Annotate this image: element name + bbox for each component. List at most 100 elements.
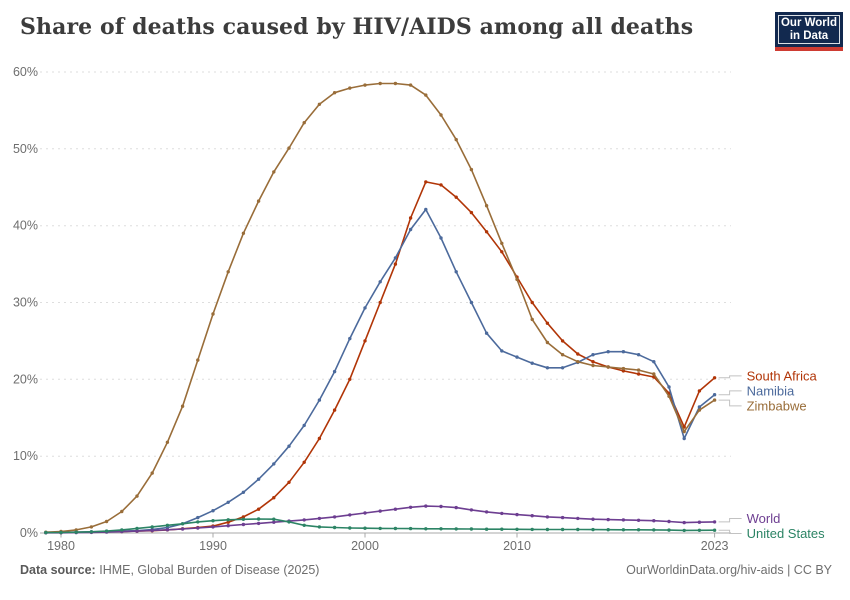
series-united-states[interactable] [44, 517, 717, 535]
data-point [165, 523, 170, 527]
data-point [469, 508, 474, 512]
data-point [256, 521, 261, 526]
data-point [545, 340, 550, 345]
data-point [393, 526, 398, 531]
data-point [332, 515, 337, 519]
data-point [712, 528, 717, 532]
data-point [256, 477, 261, 481]
data-point [196, 526, 200, 530]
x-tick-label-2023: 2023 [701, 539, 729, 553]
data-point [363, 339, 367, 343]
data-point [241, 522, 246, 527]
data-point [317, 525, 322, 529]
data-point [469, 167, 474, 172]
data-point [545, 321, 550, 325]
data-point [667, 528, 671, 532]
data-point [226, 524, 230, 528]
data-point [667, 519, 671, 524]
data-point [180, 404, 185, 408]
data-point [545, 527, 550, 532]
data-point [560, 515, 565, 520]
data-point [256, 507, 261, 511]
data-point [576, 516, 580, 521]
data-point [165, 440, 170, 444]
legend-label-zimbabwe[interactable]: Zimbabwe [747, 398, 807, 413]
data-point [606, 517, 610, 522]
data-point [180, 527, 185, 531]
series-zimbabwe[interactable] [44, 81, 717, 534]
data-point [332, 525, 337, 530]
credit-link[interactable]: OurWorldinData.org/hiv-aids | CC BY [626, 563, 832, 577]
data-point [636, 368, 641, 372]
y-tick-label-30: 30% [13, 296, 38, 310]
x-tick-label-1980: 1980 [47, 539, 75, 553]
data-point [363, 306, 367, 310]
data-point [515, 277, 519, 282]
data-point [576, 352, 580, 356]
data-point [89, 525, 94, 529]
data-point [287, 444, 291, 448]
data-point [636, 518, 641, 522]
data-point [484, 230, 489, 234]
data-point [135, 494, 139, 498]
data-point [424, 180, 428, 184]
data-point [712, 520, 717, 524]
data-point [682, 528, 686, 533]
legend-label-namibia[interactable]: Namibia [747, 383, 795, 398]
data-point [545, 515, 550, 519]
data-point [439, 504, 443, 509]
data-point [560, 339, 565, 343]
data-point [500, 241, 504, 245]
data-point [287, 480, 291, 484]
data-point [530, 300, 534, 305]
data-point [530, 317, 534, 322]
data-point [515, 512, 519, 517]
data-point [408, 216, 413, 220]
data-point [211, 519, 215, 523]
data-point [469, 210, 474, 215]
data-point [348, 336, 352, 341]
data-point [196, 520, 200, 524]
data-point [576, 527, 580, 532]
series-south-africa[interactable] [44, 180, 717, 535]
data-point [135, 526, 139, 531]
data-point [636, 528, 641, 532]
data-point [272, 517, 276, 521]
data-point [439, 113, 443, 117]
data-point [120, 509, 124, 514]
data-point [272, 496, 276, 500]
data-point [378, 509, 382, 513]
data-point [454, 137, 458, 142]
data-point [317, 516, 322, 521]
data-point [652, 528, 656, 532]
data-point [302, 423, 306, 428]
data-point [211, 312, 215, 316]
y-tick-label-40: 40% [13, 219, 38, 233]
data-point [363, 83, 367, 87]
data-point [408, 505, 413, 509]
data-point [348, 513, 352, 517]
hiv-aids-death-share-line-chart: 0% 10% 20% 30% 40% 50% 60% 1980 1990 2000 2010 2023… [13, 65, 826, 553]
data-point [302, 518, 306, 522]
legend-label-world[interactable]: World [747, 511, 781, 526]
logo-red-bar [775, 47, 843, 51]
data-point [241, 490, 246, 494]
data-point [150, 528, 154, 533]
data-point [697, 520, 702, 524]
data-point [393, 262, 398, 266]
legend-connector-namibia [718, 390, 742, 396]
data-point [454, 505, 458, 510]
data-point [606, 350, 610, 354]
data-point [515, 527, 519, 531]
y-tick-label-50: 50% [13, 142, 38, 156]
legend-connector-united-states [718, 529, 742, 534]
data-point [226, 518, 230, 522]
data-point [241, 517, 246, 521]
owid-logo[interactable]: Our World in Data [775, 12, 843, 51]
legend-label-south-africa[interactable]: South Africa [747, 368, 818, 383]
data-point [378, 526, 382, 531]
data-point [120, 528, 124, 532]
data-point [484, 527, 489, 531]
legend-label-united-states[interactable]: United States [747, 526, 826, 541]
data-point [697, 405, 702, 409]
